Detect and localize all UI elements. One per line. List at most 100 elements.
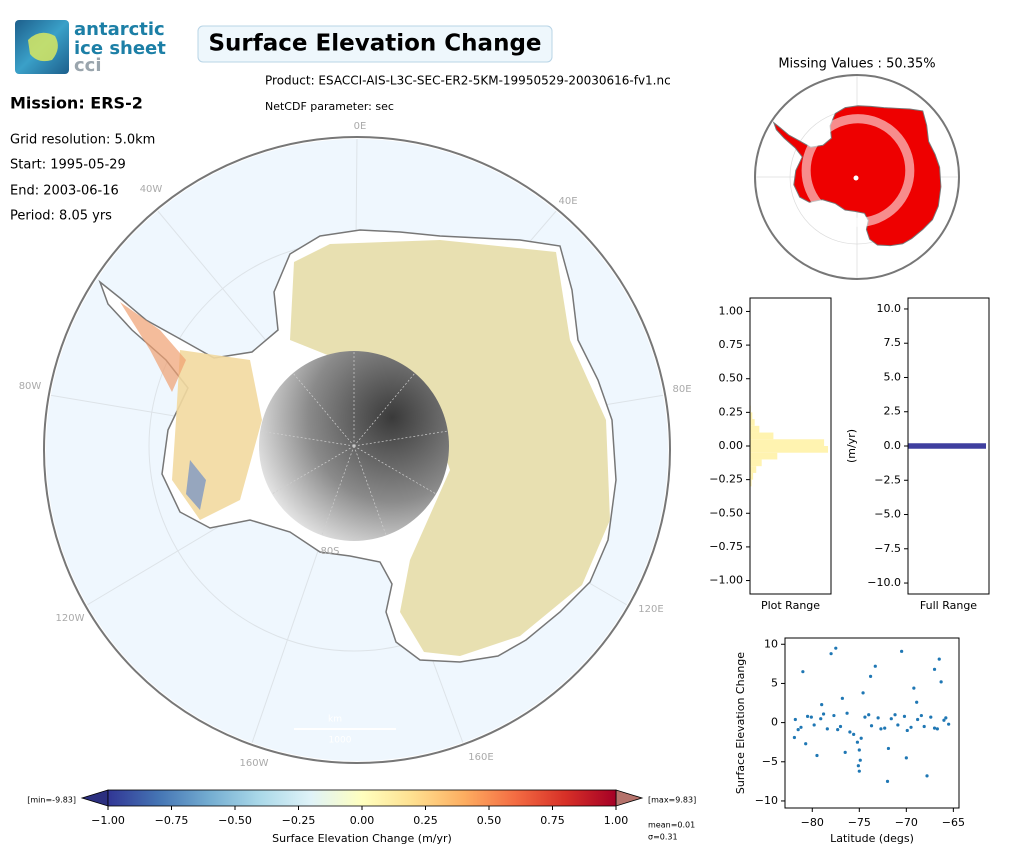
y-tick-label: 10 [764,637,778,650]
x-tick-label: −0.25 [282,814,316,827]
point [809,715,813,719]
lon-label: 120E [638,604,663,615]
logo-text: cci [74,55,102,76]
point [821,712,826,716]
point [857,769,861,773]
point [925,774,929,778]
y-tick-label: 0.25 [719,405,744,418]
title-box [197,25,553,63]
y-tick-label: −0.50 [709,506,743,519]
extend-max [615,789,644,807]
y-tick-label: 0.0 [884,439,902,452]
point [832,713,836,718]
point [867,713,871,717]
y-tick-label: −5.0 [874,508,901,521]
point [796,728,800,732]
point [912,686,916,690]
hist-bar [750,432,774,440]
valid-ring [801,114,915,227]
y-tick-label: 1.00 [719,304,744,317]
point [858,758,862,762]
point [869,724,874,728]
point [932,726,937,730]
point [815,753,819,758]
y-tick-label: −2.5 [874,473,901,486]
lon-label: 0E [354,121,367,132]
y-tick-label: −0.75 [709,540,743,553]
point [859,736,863,740]
main-map: 0E 40E 80E 120E 160E 160W 120W 80W 40W 8… [19,121,692,769]
x-tick-label: 0.50 [477,814,502,827]
point [848,730,852,734]
lon-label: 80W [19,381,42,392]
point [929,715,933,719]
y-tick-label: −1.00 [709,574,743,587]
point [915,700,919,704]
y-tick-label: −7.5 [874,542,901,555]
y-tick-label: 10.0 [877,302,902,315]
x-tick-label: 1.00 [604,814,629,827]
point [919,713,923,718]
point [801,670,805,674]
lon-label: 40E [558,196,577,207]
info-line: Period: 8.05 yrs [10,209,112,224]
lat-label: 80S [320,546,339,557]
point [825,727,829,731]
point [834,646,838,650]
y-tick-label: 5 [771,676,778,689]
y-tick-label: 0 [771,716,778,729]
point [922,724,926,729]
sec-field [120,302,186,392]
point [812,723,816,727]
y-axis-label: (m/yr) [845,429,858,463]
point [885,779,890,783]
y-tick-label: 0.50 [719,372,744,385]
y-tick-label: −0.25 [709,473,743,486]
point [819,717,823,721]
mission: Mission: ERS-2 [10,94,143,113]
lon-label: 160E [468,752,493,763]
colorbar [107,789,617,807]
x-axis-label: Full Range [920,599,977,612]
point [843,750,847,754]
hist-bar [750,439,825,446]
y-tick-label: −10.0 [867,576,901,589]
point [855,740,860,744]
point [820,702,824,707]
scale-unit: km [328,715,342,725]
point [836,728,840,732]
y-tick-label: 5.0 [884,370,902,383]
missing-title: Missing Values : 50.35% [778,57,935,72]
point [904,756,908,760]
point [932,667,937,671]
hist-bar [908,443,986,449]
lon-label: 80E [672,384,691,395]
map-frame [43,136,671,764]
hist-bar [750,412,753,420]
point [856,764,860,768]
y-tick-label: 2.5 [884,405,902,418]
missing-map: Missing Values : 50.35% [754,57,960,280]
point [883,726,887,730]
scale-length: 1000 [329,736,352,746]
logo-text: ice sheet [74,38,166,59]
point [845,711,849,715]
point [852,732,856,736]
logo: antarctic ice sheet cci [15,19,166,76]
y-tick-label: 0.75 [719,338,744,351]
x-tick-label: −0.50 [218,814,252,827]
point [886,746,891,751]
hist-bar [750,459,762,467]
x-tick-label: −65 [942,816,965,829]
parameter: NetCDF parameter: sec [265,100,394,113]
x-tick-label: 0.75 [540,814,565,827]
point [902,714,907,718]
point [838,724,843,729]
info-line: Grid resolution: 5.0km [10,133,155,148]
point [857,748,861,752]
point [792,735,797,740]
pole-dot [853,175,859,181]
hist-bar [750,472,754,480]
x-tick-label: −1.00 [91,814,125,827]
